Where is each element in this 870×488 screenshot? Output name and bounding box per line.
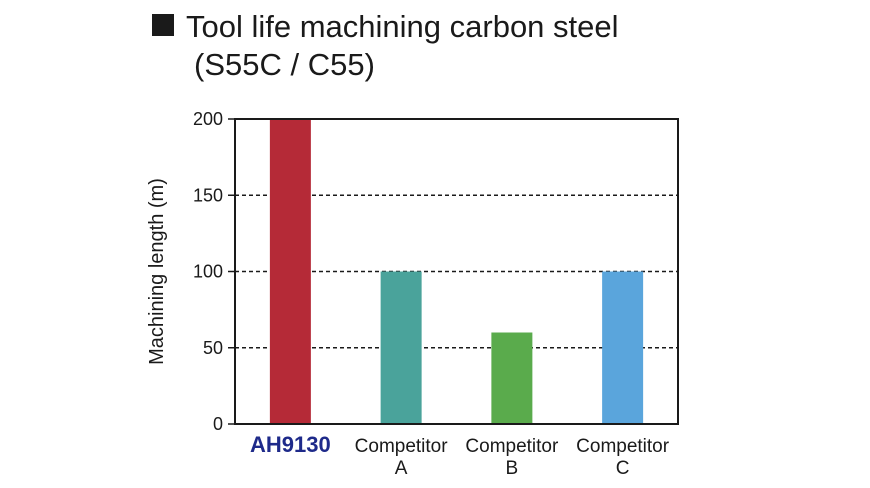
bar (380, 271, 422, 424)
chart-title: Tool life machining carbon steel (S55C /… (152, 8, 752, 84)
bar (269, 119, 311, 424)
title-bullet-square (152, 14, 174, 36)
x-tick-label-line2: C (616, 458, 630, 479)
x-tick-label-line2: B (506, 458, 519, 479)
y-axis-title: Machining length (m) (146, 178, 168, 365)
bar (491, 332, 533, 424)
y-tick-label: 150 (193, 185, 223, 205)
y-tick-label: 0 (213, 414, 223, 434)
bars (269, 119, 644, 424)
x-tick-label: Competitor (465, 436, 559, 457)
y-axis-ticks: 0 50 100 150 200 (193, 109, 235, 434)
x-tick-label: AH9130 (250, 432, 331, 457)
x-tick-label: Competitor (355, 436, 449, 457)
bar (602, 271, 644, 424)
y-tick-label: 100 (193, 262, 223, 282)
y-tick-label: 200 (193, 109, 223, 129)
y-tick-label: 50 (203, 338, 223, 358)
x-tick-label: Competitor (576, 436, 670, 457)
chart-title-line1: Tool life machining carbon steel (186, 9, 619, 44)
x-tick-label-line2: A (395, 458, 408, 479)
chart-subtitle: (S55C / C55) (194, 47, 375, 82)
